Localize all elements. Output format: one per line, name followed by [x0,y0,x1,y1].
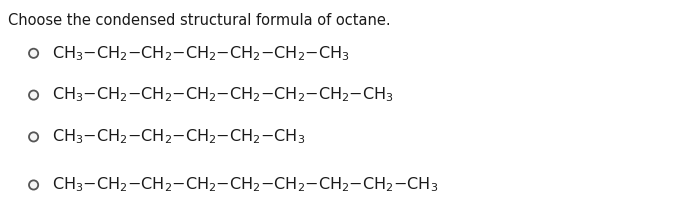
Text: CH$_3$−CH$_2$−CH$_2$−CH$_2$−CH$_2$−CH$_3$: CH$_3$−CH$_2$−CH$_2$−CH$_2$−CH$_2$−CH$_3… [52,127,306,146]
Text: CH$_3$−CH$_2$−CH$_2$−CH$_2$−CH$_2$−CH$_2$−CH$_2$−CH$_2$−CH$_3$: CH$_3$−CH$_2$−CH$_2$−CH$_2$−CH$_2$−CH$_2… [52,176,439,194]
Ellipse shape [29,49,38,58]
Ellipse shape [29,132,38,141]
Text: Choose the condensed structural formula of octane.: Choose the condensed structural formula … [8,13,391,28]
Ellipse shape [29,90,38,100]
Text: CH$_3$−CH$_2$−CH$_2$−CH$_2$−CH$_2$−CH$_2$−CH$_2$−CH$_3$: CH$_3$−CH$_2$−CH$_2$−CH$_2$−CH$_2$−CH$_2… [52,86,394,104]
Ellipse shape [29,180,38,190]
Text: CH$_3$−CH$_2$−CH$_2$−CH$_2$−CH$_2$−CH$_2$−CH$_3$: CH$_3$−CH$_2$−CH$_2$−CH$_2$−CH$_2$−CH$_2… [52,44,350,63]
